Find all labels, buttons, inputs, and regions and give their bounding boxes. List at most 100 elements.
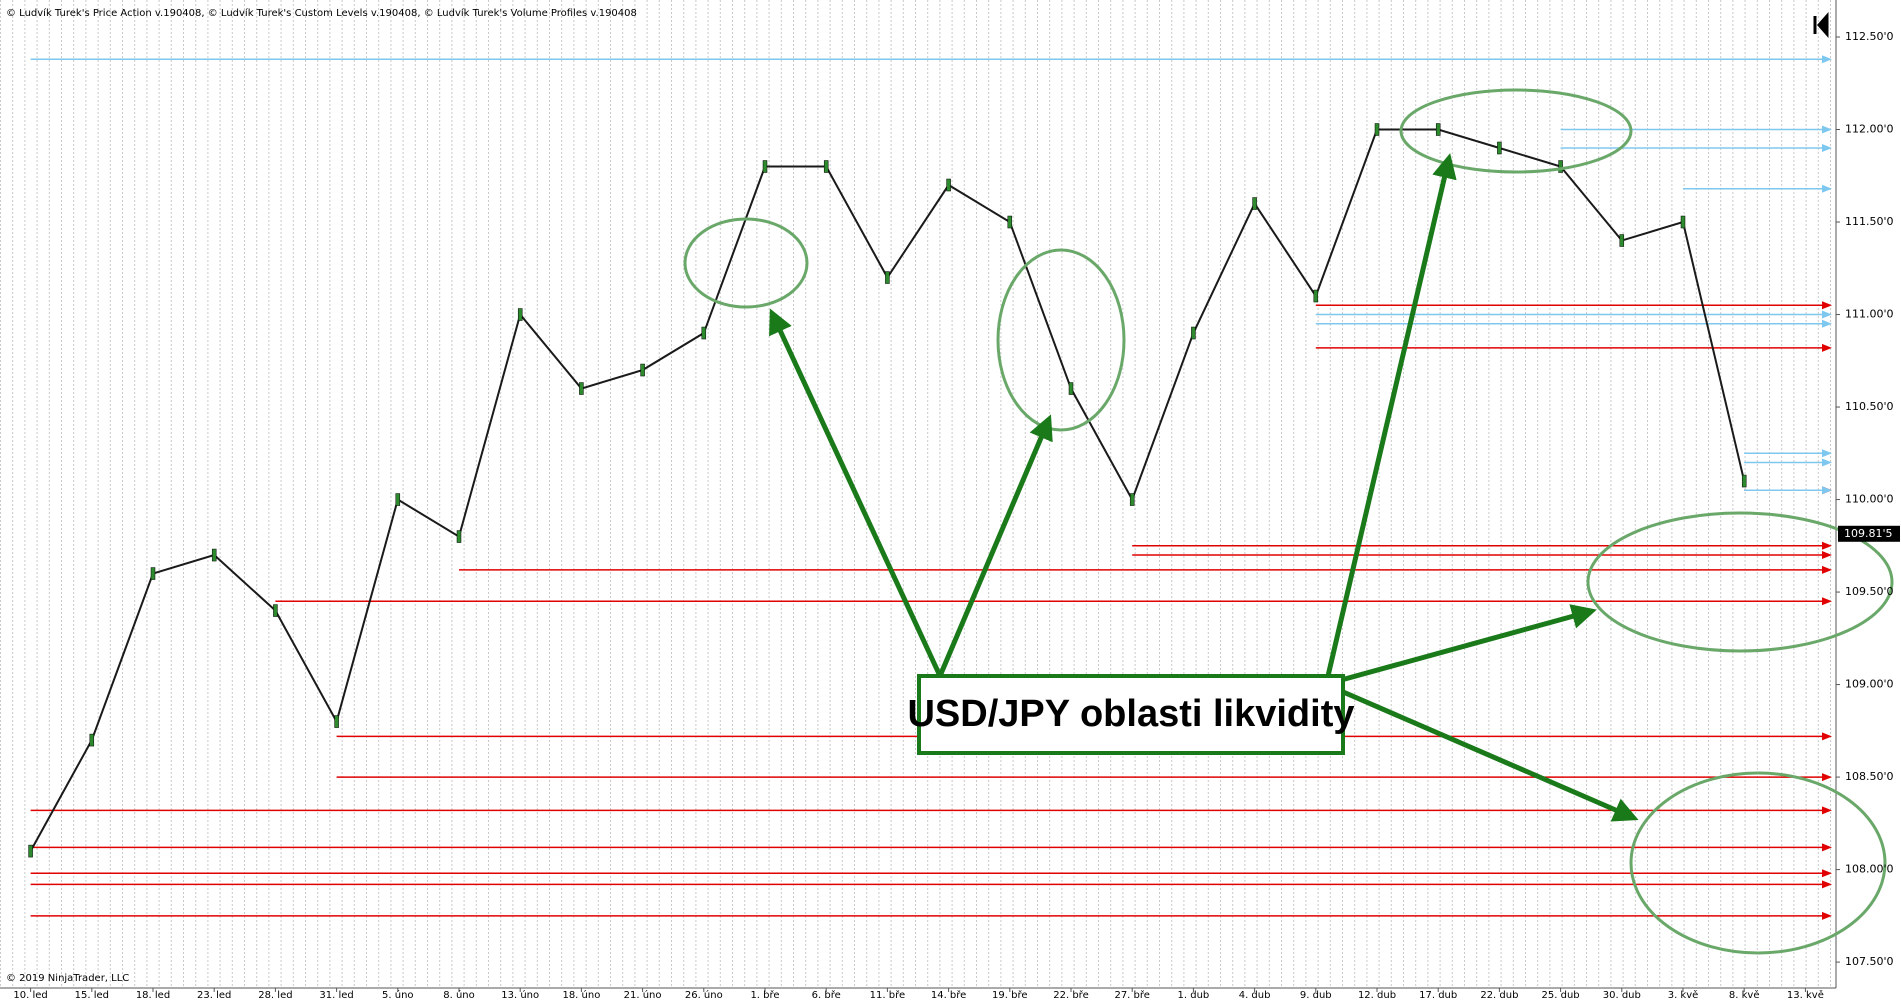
y-tick-label: 112.50'0 [1845, 30, 1894, 43]
price-bar [946, 178, 951, 192]
y-tick-label: 109.50'0 [1845, 585, 1894, 598]
x-tick-label: 10. led [13, 990, 47, 1001]
price-bar [640, 363, 645, 377]
x-tick-label: 31. led [319, 990, 353, 1001]
level-arrow [1822, 843, 1832, 852]
ellipse [1586, 511, 1894, 653]
price-bar [1313, 289, 1319, 303]
y-tick-label: 109.00'0 [1845, 678, 1894, 691]
price-bar [823, 160, 829, 173]
level-arrow [1822, 806, 1832, 815]
x-tick-label: 21. úno [624, 989, 662, 1001]
level-arrow [1822, 144, 1832, 153]
level-arrow [1822, 732, 1832, 741]
price-bar [150, 567, 156, 580]
x-tick-label: 22. bře [1053, 989, 1088, 1001]
y-tick-label: 110.50'0 [1845, 400, 1894, 413]
price-bar [762, 160, 768, 173]
arrow [937, 414, 1053, 677]
price-bar [1680, 215, 1686, 229]
annotations [683, 88, 1894, 955]
last-price-label: 109.81'5 [1844, 527, 1893, 540]
last-price-box [1838, 525, 1900, 542]
price-bar [1741, 474, 1747, 488]
price-bar [211, 548, 217, 562]
arrow [1333, 685, 1639, 822]
level-arrow [1822, 343, 1832, 352]
level-arrow [1822, 597, 1832, 606]
level-arrow [1822, 458, 1832, 467]
x-tick-label: 22. dub [1480, 990, 1518, 1001]
level-arrow [1822, 551, 1832, 560]
x-tick-label: 30. dub [1603, 990, 1641, 1001]
price-bar [1007, 215, 1013, 229]
price-bar [456, 530, 462, 543]
price-bar [1191, 326, 1196, 340]
price-bar [1435, 123, 1441, 136]
level-arrow [1822, 911, 1832, 920]
x-tick-label: 13. úno [501, 989, 539, 1001]
price-bar [28, 844, 33, 858]
x-tick-label: 27. bře [1114, 989, 1149, 1001]
x-tick-label: 28. led [258, 990, 292, 1001]
y-tick-label: 112.00'0 [1845, 123, 1894, 136]
arrows [769, 153, 1639, 822]
y-tick-label: 108.50'0 [1845, 770, 1894, 783]
price-bar [1068, 382, 1074, 395]
price-bar [89, 733, 95, 747]
x-tick-label: 1. dub [1178, 990, 1210, 1001]
price-bar [1374, 123, 1380, 136]
level-arrow [1822, 319, 1832, 328]
level-arrow [1822, 541, 1832, 550]
x-tick-label: 17. dub [1419, 990, 1457, 1001]
y-tick-label: 110.00'0 [1845, 493, 1894, 506]
level-arrow [1822, 869, 1832, 878]
level-arrow [1822, 449, 1832, 458]
price-bar [701, 326, 707, 340]
price-bar [517, 308, 523, 321]
x-tick-label: 15. led [75, 990, 109, 1001]
x-tick-label: 9. dub [1300, 990, 1332, 1001]
x-tick-label: 25. dub [1542, 990, 1580, 1001]
price-bar [334, 715, 339, 728]
x-tick-label: 26. úno [685, 989, 723, 1001]
arrow [1325, 153, 1457, 677]
level-arrow [1822, 125, 1832, 134]
price-bar [273, 604, 278, 617]
arrow [769, 308, 943, 678]
price-bar [1619, 234, 1625, 247]
x-tick-label: 23. led [197, 990, 231, 1001]
x-tick-label: 18. led [136, 990, 170, 1001]
x-tick-label: 14. bře [931, 989, 966, 1001]
x-tick-label: 4. dub [1239, 990, 1271, 1001]
price-bar [1558, 160, 1563, 173]
ellipse [683, 217, 809, 309]
level-arrow [1822, 301, 1832, 310]
price-bar [1497, 141, 1502, 155]
y-tick-label: 111.00'0 [1845, 308, 1894, 321]
logo [1813, 12, 1829, 38]
x-tick-label: 1. bře [750, 989, 779, 1001]
arrow [1333, 604, 1597, 685]
annotation-box [917, 674, 1345, 755]
level-arrow [1822, 184, 1832, 193]
day-grid [0, 0, 1836, 988]
level-arrow [1822, 310, 1832, 319]
x-tick-label: 13. kvě [1787, 989, 1824, 1001]
price-bar [885, 271, 890, 284]
y-tick-label: 108.00'0 [1845, 863, 1894, 876]
level-arrow [1822, 55, 1832, 64]
price-bar [1129, 493, 1135, 506]
ellipse [996, 248, 1126, 432]
x-tick-label: 5. úno [382, 989, 414, 1001]
level-arrow [1822, 565, 1832, 574]
ellipse [1629, 771, 1887, 955]
x-tick-label: 12. dub [1358, 990, 1396, 1001]
copyright: © 2019 NinjaTrader, LLC [6, 973, 129, 984]
x-tick-label: 6. bře [812, 989, 841, 1001]
x-tick-label: 3. kvě [1668, 989, 1699, 1001]
level-arrow [1822, 486, 1832, 495]
level-arrow [1822, 880, 1832, 889]
ellipse [1399, 88, 1633, 174]
